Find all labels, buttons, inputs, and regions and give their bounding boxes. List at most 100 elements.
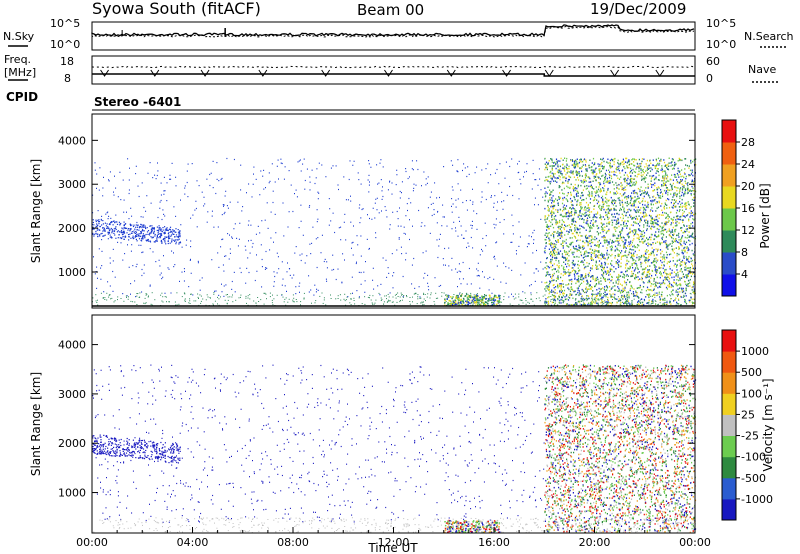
scatter-point (553, 287, 555, 289)
scatter-point (612, 285, 614, 288)
scatter-point (688, 165, 690, 167)
scatter-point (599, 183, 602, 186)
scatter-point (625, 263, 627, 266)
scatter-point (564, 224, 566, 226)
scatter-point (186, 170, 188, 172)
scatter-point (588, 181, 590, 183)
scatter-point (190, 293, 191, 295)
scatter-point (690, 257, 692, 260)
scatter-point (490, 196, 492, 198)
scatter-point (622, 227, 624, 230)
scatter-point (654, 219, 656, 222)
scatter-point (392, 301, 394, 303)
scatter-point (650, 236, 652, 239)
scatter-point (589, 216, 591, 219)
scatter-point (673, 194, 675, 197)
scatter-point (601, 263, 603, 265)
scatter-point (264, 268, 266, 270)
scatter-point (465, 200, 467, 202)
scatter-point (595, 297, 597, 300)
scatter-point (636, 292, 638, 294)
scatter-point (574, 198, 576, 201)
scatter-point (197, 296, 199, 298)
scatter-point (573, 196, 576, 199)
scatter-point (360, 255, 362, 257)
scatter-point (466, 294, 467, 296)
scatter-point (462, 278, 464, 280)
scatter-point (578, 172, 580, 175)
scatter-point (128, 266, 130, 268)
scatter-point (667, 284, 669, 287)
scatter-point (621, 250, 623, 252)
scatter-point (631, 192, 633, 194)
scatter-point (544, 217, 546, 219)
scatter-point (388, 272, 390, 274)
scatter-point (487, 182, 489, 184)
scatter-point (615, 223, 617, 225)
scatter-point (611, 279, 613, 281)
scatter-point (427, 282, 429, 284)
scatter-point (672, 207, 674, 209)
scatter-point (442, 258, 444, 260)
scatter-point (633, 295, 635, 297)
scatter-point (349, 160, 351, 162)
scatter-point (96, 187, 97, 189)
scatter-point (623, 209, 625, 211)
scatter-point (609, 273, 611, 276)
scatter-point (594, 191, 596, 193)
scatter-point (233, 271, 235, 273)
scatter-point (603, 223, 605, 225)
scatter-point (546, 224, 548, 227)
scatter-point (444, 247, 446, 250)
scatter-point (412, 296, 413, 298)
scatter-point (617, 219, 619, 222)
scatter-point (369, 181, 370, 183)
scatter-point (643, 207, 645, 209)
scatter-point (245, 282, 247, 284)
scatter-point (644, 252, 647, 255)
scatter-point (551, 165, 553, 167)
scatter-point (671, 188, 673, 191)
scatter-point (137, 185, 139, 187)
scatter-point (606, 180, 608, 182)
scatter-point (625, 222, 627, 225)
scatter-point (576, 302, 578, 304)
scatter-point (645, 276, 647, 279)
scatter-point (679, 209, 681, 211)
scatter-point (557, 230, 559, 233)
scatter-point (470, 283, 472, 285)
scatter-point (632, 183, 634, 186)
scatter-point (240, 189, 242, 191)
scatter-point (688, 255, 690, 258)
scatter-point (652, 251, 654, 254)
scatter-point (629, 195, 632, 198)
scatter-point (685, 283, 687, 286)
scatter-point (693, 290, 695, 292)
scatter-point (571, 203, 573, 206)
scatter-point (579, 167, 581, 170)
scatter-point (581, 298, 583, 300)
scatter-point (583, 267, 585, 270)
scatter-point (671, 184, 673, 187)
scatter-point (620, 236, 622, 239)
scatter-point (641, 158, 643, 160)
scatter-point (673, 240, 675, 242)
scatter-point (563, 208, 565, 211)
scatter-point (610, 263, 612, 265)
scatter-point (579, 212, 581, 214)
scatter-point (623, 243, 625, 246)
scatter-point (602, 287, 604, 289)
scatter-point (574, 209, 576, 212)
scatter-point (225, 284, 227, 286)
scatter-point (664, 256, 666, 258)
scatter-point (595, 283, 597, 286)
nave-dip (258, 69, 268, 77)
scatter-point (681, 169, 683, 171)
scatter-point (573, 217, 575, 220)
scatter-point (581, 199, 583, 202)
scatter-point (593, 294, 595, 296)
scatter-point (557, 225, 560, 228)
scatter-point (645, 177, 647, 179)
scatter-point (654, 268, 656, 270)
scatter-point (577, 287, 580, 289)
